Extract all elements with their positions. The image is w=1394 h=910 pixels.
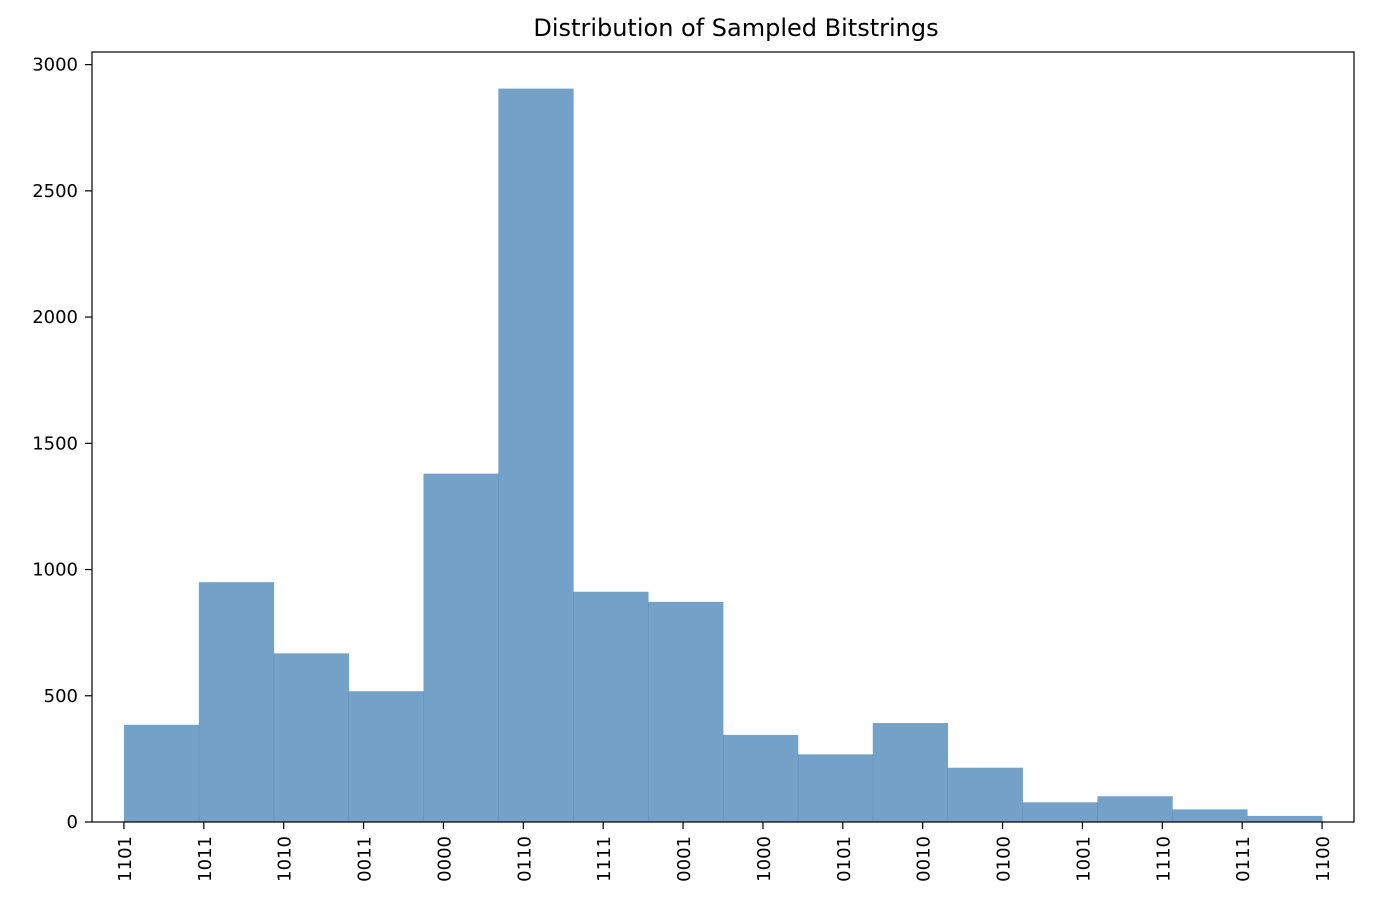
x-tick-label-13: 1110 xyxy=(1153,836,1174,882)
y-tick-label-2: 1000 xyxy=(32,560,78,581)
x-tick-label-0: 1101 xyxy=(115,836,136,882)
x-tick-label-11: 0100 xyxy=(994,836,1015,882)
x-tick-label-12: 1001 xyxy=(1073,836,1094,882)
chart-title: Distribution of Sampled Bitstrings xyxy=(533,14,938,42)
histogram-bar-6 xyxy=(573,591,649,822)
histogram-bar-15 xyxy=(1247,815,1323,822)
y-axis: 0 500 1000 1500 2000 2500 3000 xyxy=(32,55,92,833)
y-tick-label-4: 2000 xyxy=(32,307,78,328)
x-tick-label-2: 1010 xyxy=(275,836,296,882)
histogram-bar-1 xyxy=(198,582,275,822)
x-tick-label-3: 0011 xyxy=(355,836,376,882)
histogram-bar-13 xyxy=(1097,796,1173,822)
y-tick-label-3: 1500 xyxy=(32,433,78,454)
histogram-bar-2 xyxy=(273,653,349,822)
histogram-bar-3 xyxy=(348,691,424,822)
histogram-bar-0 xyxy=(123,724,200,822)
histogram-bar-9 xyxy=(797,754,874,822)
histogram-bar-14 xyxy=(1172,809,1248,822)
histogram-bar-5 xyxy=(498,88,574,823)
x-tick-label-4: 0000 xyxy=(434,836,455,882)
histogram-bar-11 xyxy=(947,767,1023,822)
y-tick-label-0: 0 xyxy=(67,812,78,833)
y-tick-label-1: 500 xyxy=(44,686,78,707)
histogram-bar-8 xyxy=(723,734,799,822)
histogram-bar-10 xyxy=(872,723,949,822)
y-tick-label-6: 3000 xyxy=(32,55,78,76)
x-tick-label-10: 0010 xyxy=(914,836,935,882)
x-tick-label-7: 0001 xyxy=(674,836,695,882)
histogram-bar-4 xyxy=(423,473,499,822)
x-tick-label-5: 0110 xyxy=(514,836,535,882)
x-tick-label-15: 1100 xyxy=(1313,836,1334,882)
x-axis: 1101 1011 1010 0011 0000 0110 1111 0001 1000 0101… xyxy=(115,822,1334,882)
x-tick-label-8: 1000 xyxy=(754,836,775,882)
histogram-bar-7 xyxy=(648,601,724,822)
y-tick-label-5: 2500 xyxy=(32,181,78,202)
x-tick-label-6: 1111 xyxy=(594,836,615,882)
plot-frame xyxy=(91,51,1355,823)
bars-group xyxy=(123,88,1323,823)
x-tick-label-9: 0101 xyxy=(834,836,855,882)
x-tick-label-14: 0111 xyxy=(1233,836,1254,882)
x-tick-label-1: 1011 xyxy=(195,836,216,882)
histogram-bar-12 xyxy=(1022,802,1098,822)
